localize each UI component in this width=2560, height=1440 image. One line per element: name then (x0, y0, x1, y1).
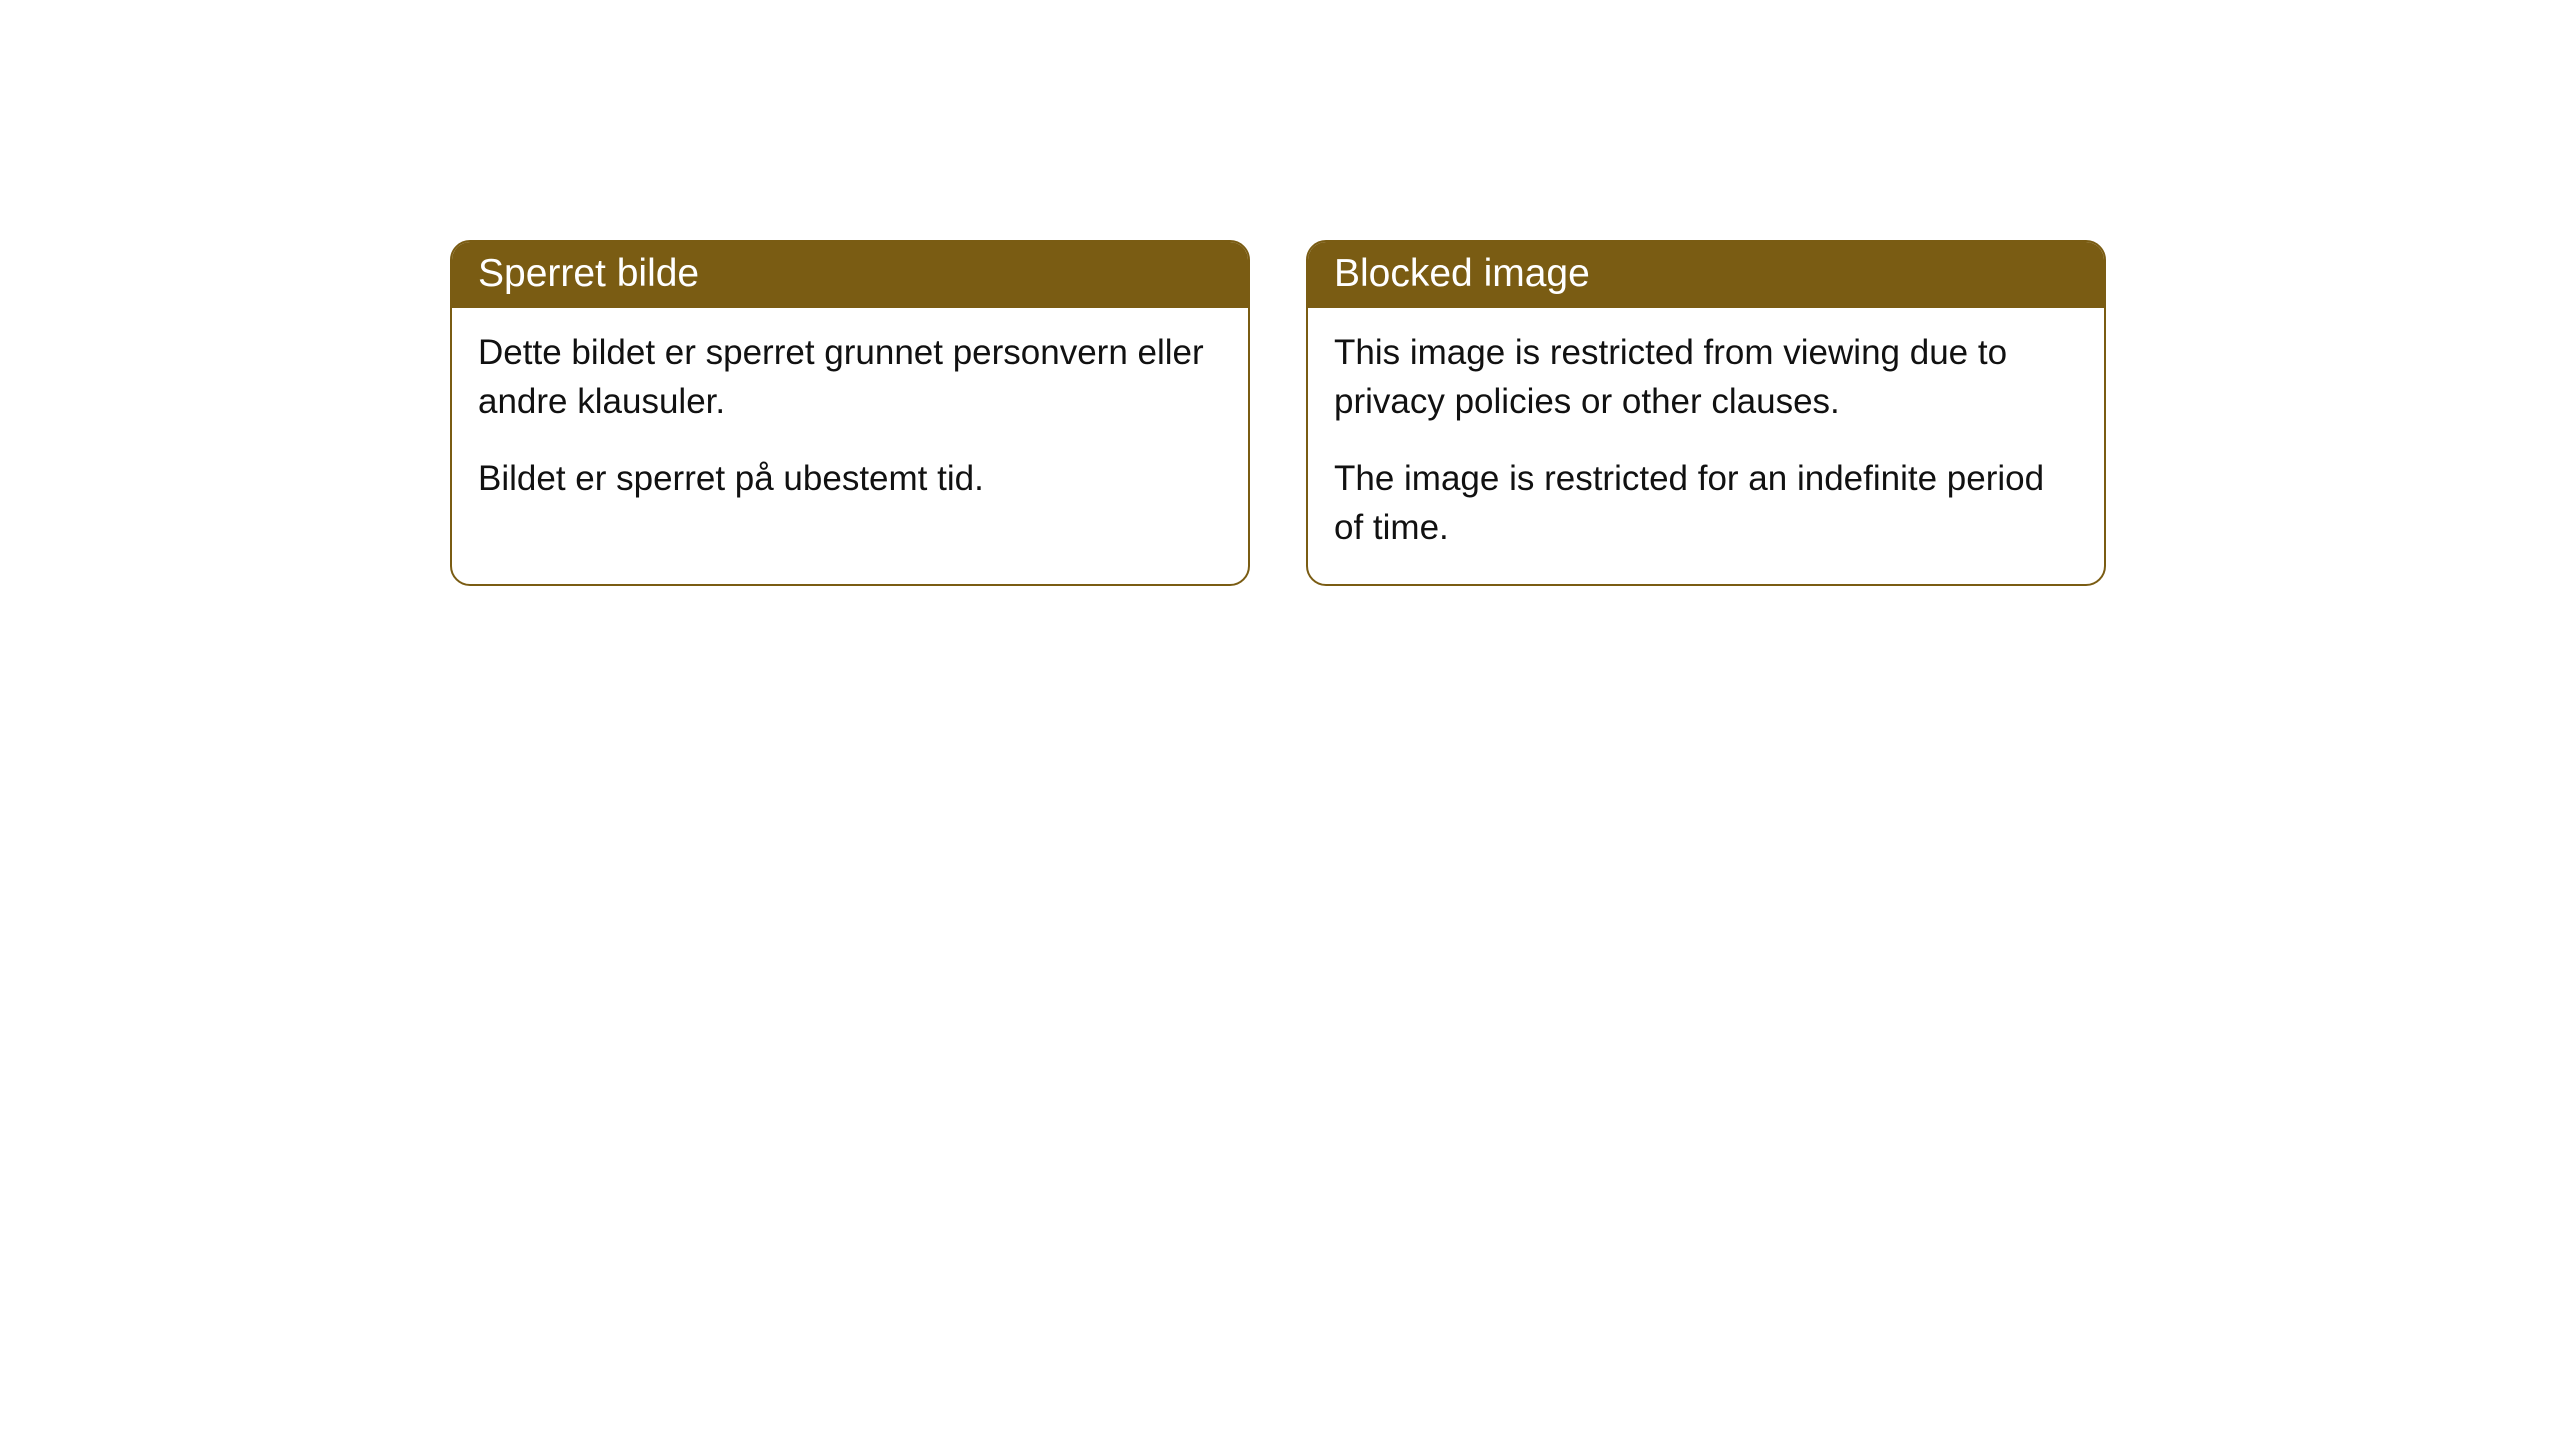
card-body-en: This image is restricted from viewing du… (1308, 308, 2104, 584)
card-body-no: Dette bildet er sperret grunnet personve… (452, 308, 1248, 535)
card-paragraph-en-2: The image is restricted for an indefinit… (1334, 454, 2078, 552)
card-paragraph-en-1: This image is restricted from viewing du… (1334, 328, 2078, 426)
card-header-en: Blocked image (1308, 242, 2104, 308)
card-paragraph-no-1: Dette bildet er sperret grunnet personve… (478, 328, 1222, 426)
card-header-no: Sperret bilde (452, 242, 1248, 308)
blocked-image-card-en: Blocked image This image is restricted f… (1306, 240, 2106, 586)
blocked-image-card-no: Sperret bilde Dette bildet er sperret gr… (450, 240, 1250, 586)
notice-container: Sperret bilde Dette bildet er sperret gr… (450, 240, 2106, 586)
card-paragraph-no-2: Bildet er sperret på ubestemt tid. (478, 454, 1222, 503)
